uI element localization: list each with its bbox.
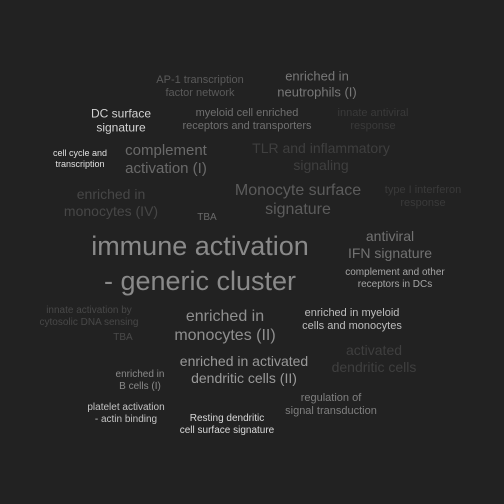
- word-enriched-in-monocytes-iv: enriched in monocytes (IV): [63, 186, 159, 219]
- word-complement-activation-i: complement activation (I): [125, 142, 207, 177]
- word-ap1-transcription-factor-network: AP-1 transcription factor network: [156, 73, 244, 99]
- word-innate-antiviral-response: innate antiviral response: [337, 106, 409, 132]
- word-myeloid-cell-enriched-receptors: myeloid cell enriched receptors and trans…: [182, 106, 312, 132]
- word-immune-activation-generic-cluster: immune activation - generic cluster: [91, 230, 309, 296]
- word-enriched-in-neutrophils-i: enriched in neutrophils (I): [277, 68, 357, 99]
- word-tba-2: TBA: [113, 332, 133, 343]
- word-enriched-in-myeloid-cells-and-monocytes: enriched in myeloid cells and monocytes: [302, 306, 402, 332]
- word-complement-receptors-in-dcs: complement and other receptors in DCs: [345, 267, 445, 290]
- word-enriched-in-b-cells-i: enriched in B cells (I): [115, 369, 165, 392]
- word-platelet-activation-actin-binding: platelet activation - actin binding: [87, 402, 165, 425]
- word-type-i-interferon-response: type I interferon response: [384, 183, 462, 209]
- word-monocyte-surface-signature: Monocyte surface signature: [234, 181, 362, 218]
- word-enriched-in-monocytes-ii: enriched in monocytes (II): [174, 307, 276, 344]
- word-regulation-of-signal-transduction: regulation of signal transduction: [285, 391, 377, 417]
- word-tlr-and-inflammatory-signaling: TLR and inflammatory signaling: [252, 140, 390, 173]
- word-innate-activation-cytosolic-dna-sensing: innate activation by cytosolic DNA sensin…: [39, 305, 139, 328]
- word-dc-surface-signature: DC surface signature: [90, 106, 152, 135]
- word-tba-1: TBA: [197, 212, 217, 223]
- word-cell-cycle-and-transcription: cell cycle and transcription: [52, 148, 108, 169]
- word-activated-dendritic-cells: activated dendritic cells: [331, 342, 417, 375]
- word-resting-dendritic-cell-surface-signature: Resting dendritic cell surface signature: [179, 413, 275, 436]
- word-antiviral-ifn-signature: antiviral IFN signature: [347, 228, 433, 261]
- word-enriched-in-activated-dendritic-cells-ii: enriched in activated dendritic cells (II…: [179, 353, 309, 386]
